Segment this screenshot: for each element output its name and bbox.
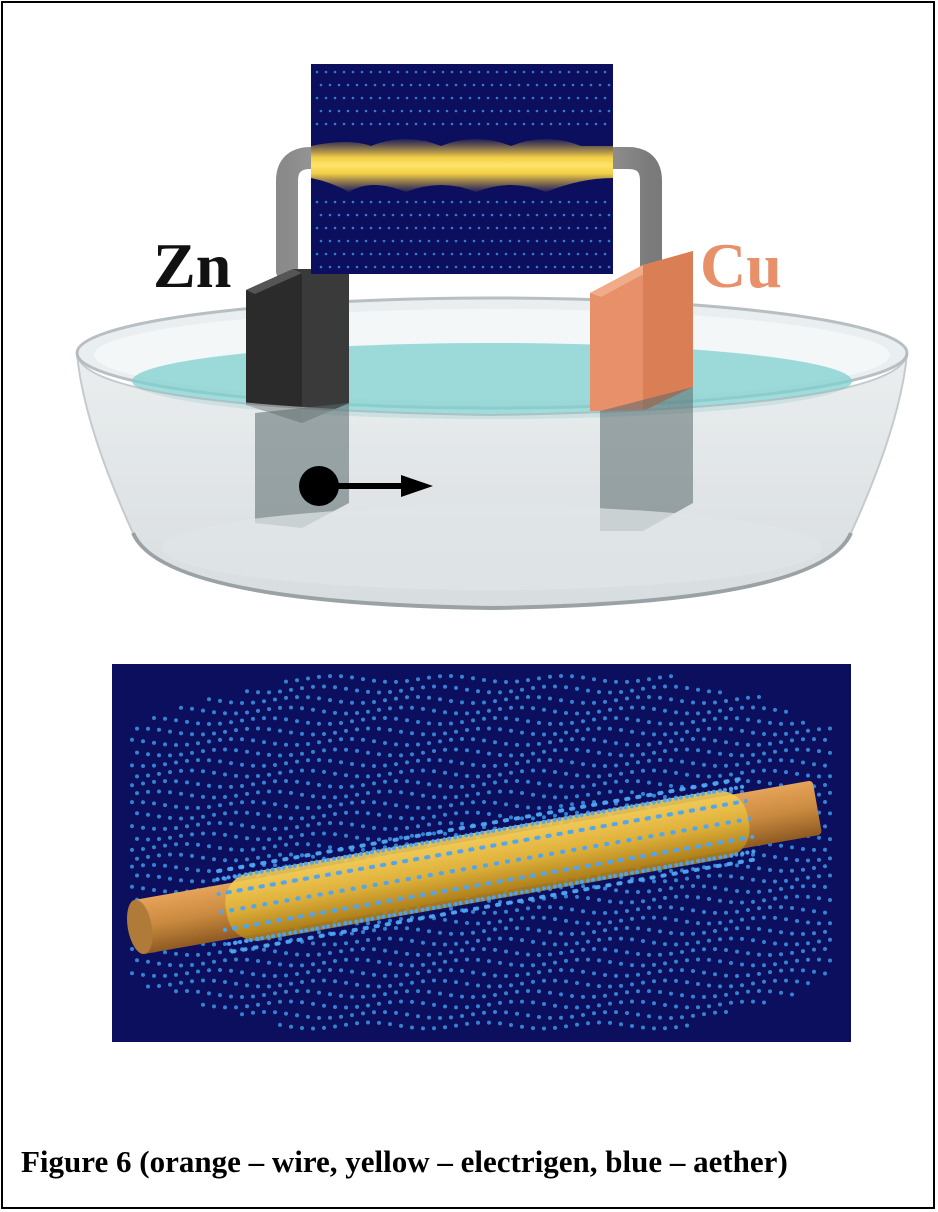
electrigen-flow [311, 139, 613, 192]
galvanic-cell-illustration [75, 147, 909, 611]
wire-inset-image [311, 64, 613, 274]
copper-label: Cu [700, 230, 782, 301]
figure-caption: Figure 6 (orange – wire, yellow – electr… [21, 1144, 788, 1179]
zinc-label: Zn [153, 230, 232, 301]
ion-particle [299, 466, 339, 506]
wire-aether-illustration [112, 664, 851, 1042]
